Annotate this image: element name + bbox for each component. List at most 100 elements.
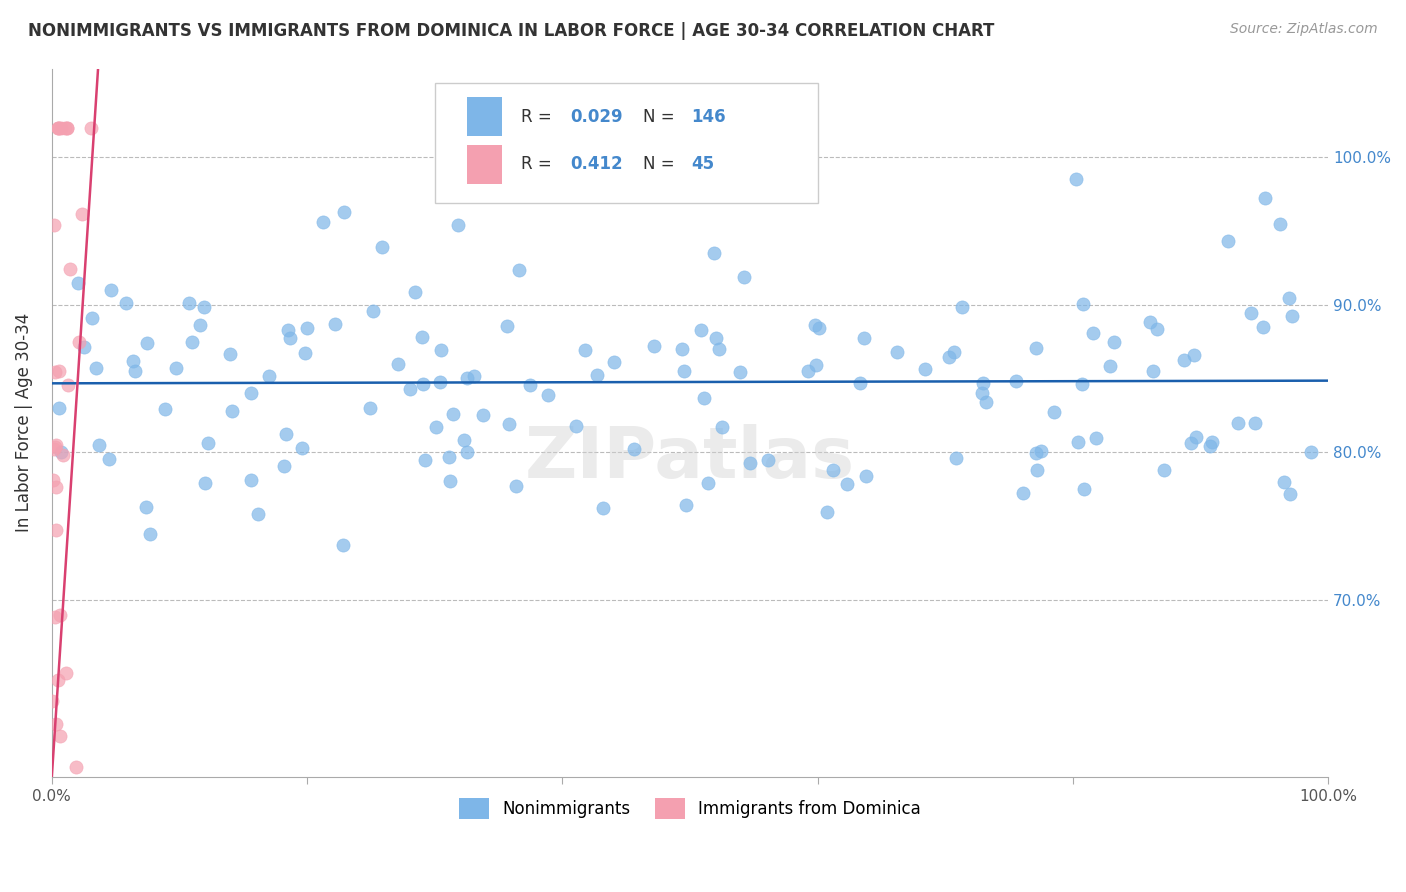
Point <box>1071 376 1094 391</box>
Point <box>197 435 219 450</box>
Point <box>66 277 89 291</box>
Point <box>361 303 384 318</box>
Point <box>55 120 77 135</box>
Text: N =: N = <box>643 155 679 173</box>
Point <box>429 343 451 357</box>
Point <box>496 318 519 333</box>
Point <box>1278 487 1301 501</box>
Point <box>294 346 316 360</box>
Point <box>950 300 973 314</box>
Point <box>815 505 838 519</box>
Point <box>194 475 217 490</box>
Point <box>1043 405 1066 419</box>
Point <box>697 476 720 491</box>
Point <box>72 207 94 221</box>
Point <box>1066 435 1088 450</box>
Point <box>153 402 176 417</box>
Point <box>453 433 475 447</box>
Text: R =: R = <box>522 155 557 173</box>
Point <box>1278 291 1301 305</box>
Point <box>804 358 827 372</box>
Point <box>1301 445 1323 459</box>
Point <box>972 386 994 401</box>
Point <box>1084 431 1107 445</box>
Point <box>1270 217 1292 231</box>
Point <box>1281 310 1303 324</box>
Point <box>295 320 318 334</box>
Point <box>756 453 779 467</box>
Point <box>333 205 356 219</box>
Point <box>586 368 609 382</box>
Point <box>537 388 560 402</box>
Point <box>41 473 63 487</box>
Point <box>519 377 541 392</box>
Point <box>323 317 346 331</box>
Point <box>55 666 77 681</box>
Point <box>463 369 485 384</box>
Point <box>87 438 110 452</box>
Point <box>704 331 727 345</box>
Point <box>49 730 72 744</box>
Point <box>1005 375 1028 389</box>
Point <box>84 361 107 376</box>
Point <box>179 296 201 310</box>
Text: Source: ZipAtlas.com: Source: ZipAtlas.com <box>1230 22 1378 37</box>
Point <box>56 120 79 135</box>
Point <box>914 361 936 376</box>
Point <box>974 395 997 409</box>
Point <box>181 334 204 349</box>
Point <box>1142 364 1164 378</box>
Text: ZIPatlas: ZIPatlas <box>524 424 855 492</box>
Point <box>1064 171 1087 186</box>
Point <box>425 419 447 434</box>
Point <box>1227 416 1250 430</box>
Point <box>1026 463 1049 477</box>
Point <box>1173 352 1195 367</box>
Point <box>1254 191 1277 205</box>
Point <box>471 408 494 422</box>
Point <box>849 376 872 391</box>
Point <box>49 444 72 458</box>
Point <box>738 456 761 470</box>
Point <box>67 334 90 349</box>
Point <box>689 323 711 337</box>
Point <box>429 375 451 389</box>
Point <box>273 459 295 474</box>
Point <box>671 343 693 357</box>
Point <box>45 523 67 537</box>
Point <box>332 538 354 552</box>
Point <box>399 382 422 396</box>
Point <box>412 377 434 392</box>
Point <box>1182 348 1205 362</box>
Point <box>1244 416 1267 430</box>
Point <box>413 453 436 467</box>
Point <box>1098 359 1121 373</box>
Point <box>404 285 426 300</box>
Y-axis label: In Labor Force | Age 30-34: In Labor Force | Age 30-34 <box>15 313 32 533</box>
Point <box>46 120 69 135</box>
Point <box>1073 482 1095 496</box>
Point <box>508 263 530 277</box>
Point <box>48 120 70 135</box>
Point <box>437 450 460 465</box>
Point <box>821 463 844 477</box>
Point <box>58 377 80 392</box>
Point <box>221 403 243 417</box>
Point <box>48 401 70 415</box>
Point <box>1011 486 1033 500</box>
Point <box>1025 445 1047 459</box>
Point <box>1025 341 1047 355</box>
Point <box>1201 434 1223 449</box>
Point <box>710 420 733 434</box>
Point <box>938 350 960 364</box>
Point <box>52 827 75 841</box>
Point <box>498 417 520 431</box>
Point <box>48 120 70 135</box>
Point <box>837 476 859 491</box>
FancyBboxPatch shape <box>467 145 502 184</box>
Text: 146: 146 <box>692 108 725 126</box>
Point <box>359 401 381 415</box>
Point <box>135 500 157 514</box>
FancyBboxPatch shape <box>467 97 502 136</box>
Point <box>1251 319 1274 334</box>
